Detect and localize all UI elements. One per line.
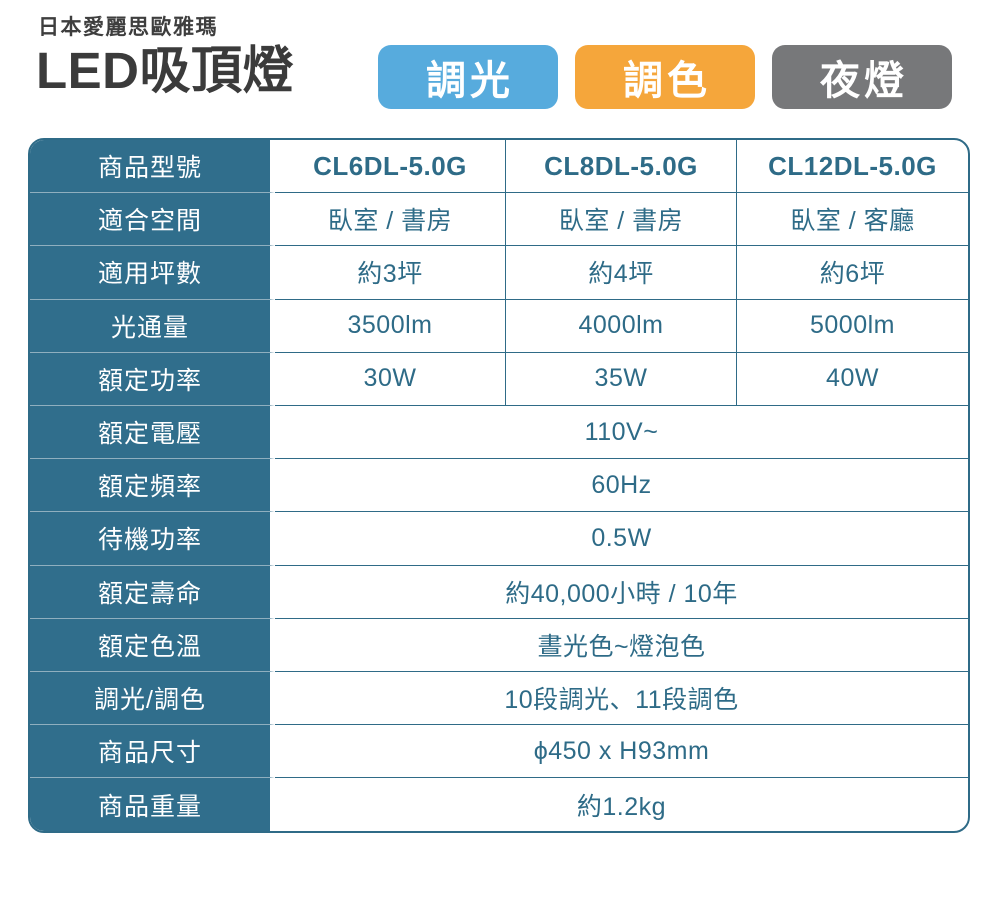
- feature-badges: 調光 調色 夜燈: [378, 45, 952, 109]
- value-model-1: CL6DL-5.0G: [275, 140, 506, 194]
- label-rated-voltage: 額定電壓: [30, 405, 275, 460]
- page-title: LED吸頂燈: [36, 42, 295, 99]
- value-watt-1: 30W: [275, 352, 506, 406]
- value-weight: 約1.2kg: [576, 792, 667, 821]
- badge-dimming: 調光: [378, 45, 558, 109]
- label-dimensions: 商品尺寸: [30, 725, 275, 779]
- label-color-temperature: 額定色溫: [30, 618, 275, 672]
- value-lumen-1: 3500lm: [275, 299, 506, 353]
- value-standby: 0.5W: [275, 512, 968, 566]
- value-model-3: CL12DL-5.0G: [737, 140, 968, 194]
- value-frequency: 60Hz: [275, 459, 968, 513]
- label-model-number: 商品型號: [30, 140, 275, 194]
- label-rated-frequency: 額定頻率: [30, 459, 275, 513]
- spec-table: 商品型號 CL6DL-5.0G CL8DL-5.0G CL12DL-5.0G 適…: [28, 138, 970, 834]
- value-dimming-steps: 10段調光、11段調色: [275, 672, 968, 726]
- value-area-3: 約6坪: [737, 246, 968, 300]
- brand-name: 日本愛麗思歐雅瑪: [38, 16, 218, 39]
- label-suitable-space: 適合空間: [30, 193, 275, 247]
- value-watt-3: 40W: [737, 353, 968, 406]
- value-watt-2: 35W: [506, 352, 737, 406]
- value-area-2: 約4坪: [506, 246, 737, 300]
- label-area: 適用坪數: [30, 246, 275, 300]
- value-color-temperature: 晝光色~燈泡色: [275, 619, 968, 672]
- badge-night-light: 夜燈: [772, 45, 952, 109]
- label-dimming-steps: 調光/調色: [30, 671, 275, 726]
- value-lumen-3: 5000lm: [737, 300, 968, 353]
- label-rated-lifespan: 額定壽命: [30, 565, 275, 619]
- value-voltage: 110V~: [275, 406, 968, 460]
- value-area-1: 約3坪: [275, 246, 506, 300]
- value-space-1: 臥室 / 書房: [275, 193, 506, 247]
- value-space-3: 臥室 / 客廳: [737, 193, 968, 247]
- value-dimensions: ϕ450 x H93mm: [275, 725, 968, 779]
- value-lumen-2: 4000lm: [506, 299, 737, 353]
- value-model-2: CL8DL-5.0G: [506, 140, 737, 194]
- value-space-2: 臥室 / 書房: [506, 193, 737, 247]
- label-standby-power: 待機功率: [30, 512, 275, 566]
- value-lifespan: 約40,000小時 / 10年: [275, 566, 968, 619]
- label-rated-power: 額定功率: [30, 352, 275, 406]
- badge-color-tuning: 調色: [575, 45, 755, 109]
- label-luminous-flux: 光通量: [30, 299, 275, 353]
- label-weight: 商品重量: [30, 778, 275, 832]
